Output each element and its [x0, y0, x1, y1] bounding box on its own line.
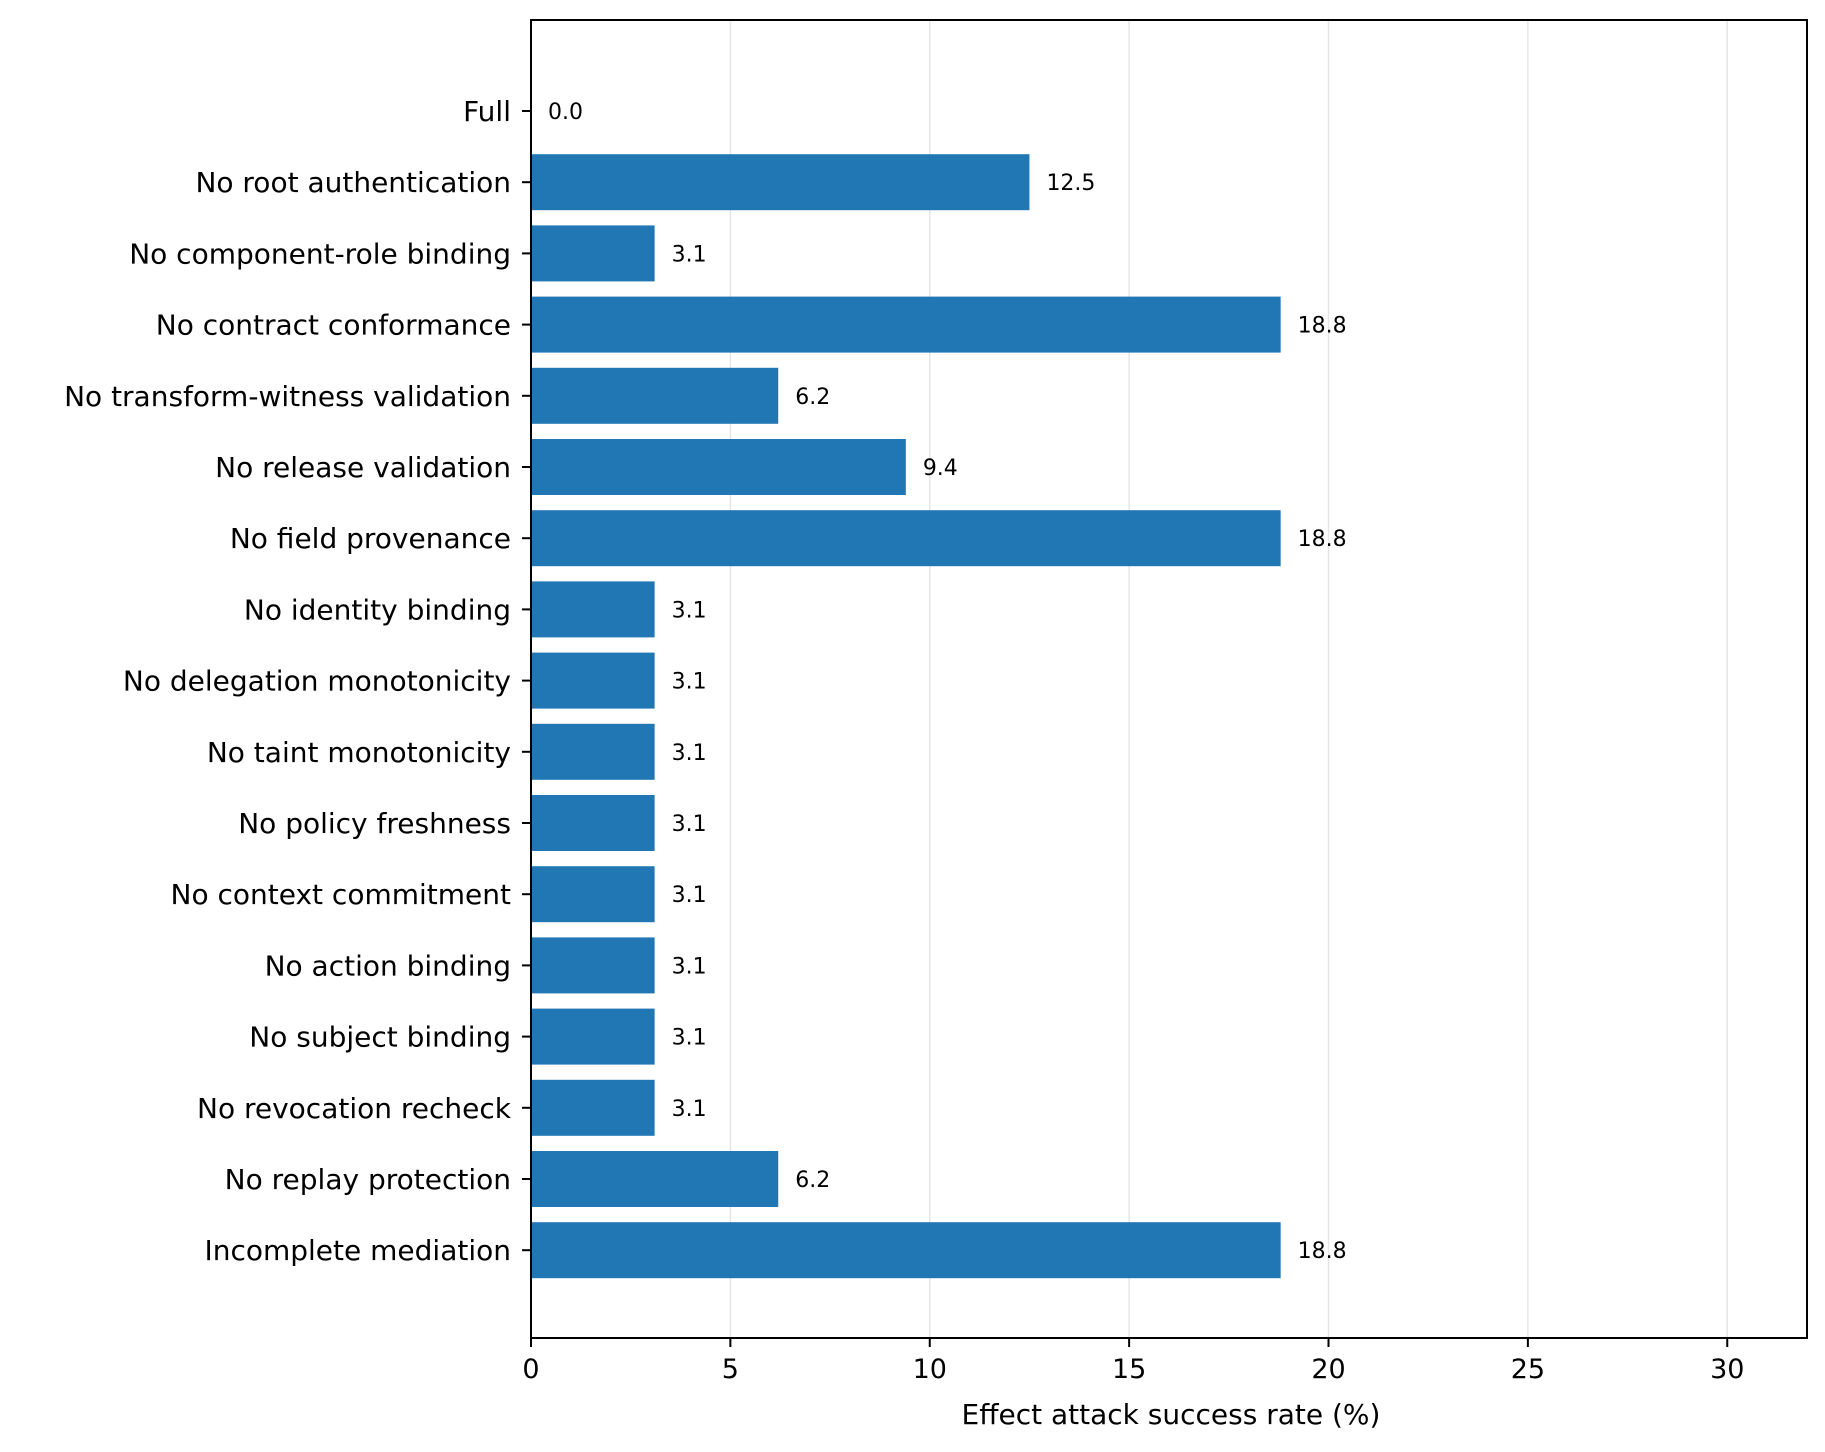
bar: [531, 154, 1030, 211]
bar-value-label: 9.4: [923, 456, 958, 481]
bar-value-label: 3.1: [672, 242, 707, 267]
bar: [531, 1222, 1281, 1279]
bar-value-label: 3.1: [672, 741, 707, 766]
y-tick-label: No delegation monotonicity: [123, 665, 511, 698]
x-tick-label: 5: [722, 1354, 739, 1385]
bar: [531, 937, 655, 994]
y-tick-label: No contract conformance: [156, 309, 511, 342]
x-tick-label: 25: [1511, 1354, 1545, 1385]
plot-frame: [530, 19, 1808, 1339]
x-tick-label: 20: [1311, 1354, 1345, 1385]
bar: [531, 439, 906, 495]
y-tick-label: No policy freshness: [238, 807, 511, 840]
bar-value-label: 12.5: [1046, 171, 1095, 196]
bar-value-label: 18.8: [1298, 1239, 1347, 1264]
bar: [531, 1008, 655, 1065]
y-tick-label: No taint monotonicity: [207, 736, 511, 769]
bar-value-label: 3.1: [672, 883, 707, 908]
bar-value-label: 3.1: [672, 954, 707, 979]
bar-value-label: 3.1: [672, 670, 707, 695]
bar-value-label: 3.1: [672, 812, 707, 837]
y-tick-label: No replay protection: [225, 1163, 511, 1196]
x-axis-ticks: 0 5 10 15 20 25 30: [522, 1338, 1744, 1385]
bar-value-label: 3.1: [672, 1097, 707, 1122]
y-tick-label: No context commitment: [171, 878, 511, 911]
y-tick-label: No root authentication: [195, 166, 511, 199]
bar: [531, 581, 655, 638]
x-tick-label: 15: [1112, 1354, 1146, 1385]
bar: [531, 723, 655, 780]
bar-value-label: 18.8: [1298, 314, 1347, 339]
y-tick-label: No subject binding: [249, 1021, 511, 1054]
y-axis-ticks: Full No root authentication No component-r…: [64, 95, 531, 1267]
bar-value-label: 6.2: [795, 385, 830, 410]
y-tick-label: No action binding: [265, 949, 511, 982]
y-tick-label: No release validation: [215, 451, 511, 484]
x-tick-label: 10: [913, 1354, 947, 1385]
y-tick-label: No revocation recheck: [197, 1092, 512, 1125]
bars: [531, 154, 1281, 1279]
bar: [531, 367, 779, 424]
y-tick-label: No identity binding: [244, 593, 511, 626]
x-tick-label: 0: [522, 1354, 539, 1385]
bar-value-label: 3.1: [672, 598, 707, 623]
bar-value-label: 0.0: [548, 100, 583, 125]
x-axis-label: Effect attack success rate (%): [962, 1398, 1381, 1431]
x-tick-label: 30: [1710, 1354, 1744, 1385]
bar: [531, 1079, 655, 1136]
bar: [531, 225, 655, 282]
bar: [531, 866, 655, 923]
y-tick-label: Full: [463, 95, 511, 128]
y-tick-label: No component-role binding: [129, 237, 511, 270]
bar-value-label: 3.1: [672, 1026, 707, 1051]
bar-value-label: 6.2: [795, 1168, 830, 1193]
bar: [531, 296, 1281, 353]
bar-value-label: 18.8: [1298, 527, 1347, 552]
y-tick-label: No transform-witness validation: [64, 380, 511, 413]
y-tick-label: Incomplete mediation: [204, 1234, 511, 1267]
bar: [531, 795, 655, 851]
grid-lines: [530, 20, 1728, 1338]
y-tick-label: No field provenance: [230, 522, 511, 555]
bar: [531, 1151, 779, 1207]
bar: [531, 510, 1281, 567]
bar: [531, 652, 655, 709]
value-labels: 0.0 12.5 3.1 18.8 6.2 9.4 18.8 3.1 3.1 3.1 3.1 3.1 3…: [548, 100, 1347, 1264]
